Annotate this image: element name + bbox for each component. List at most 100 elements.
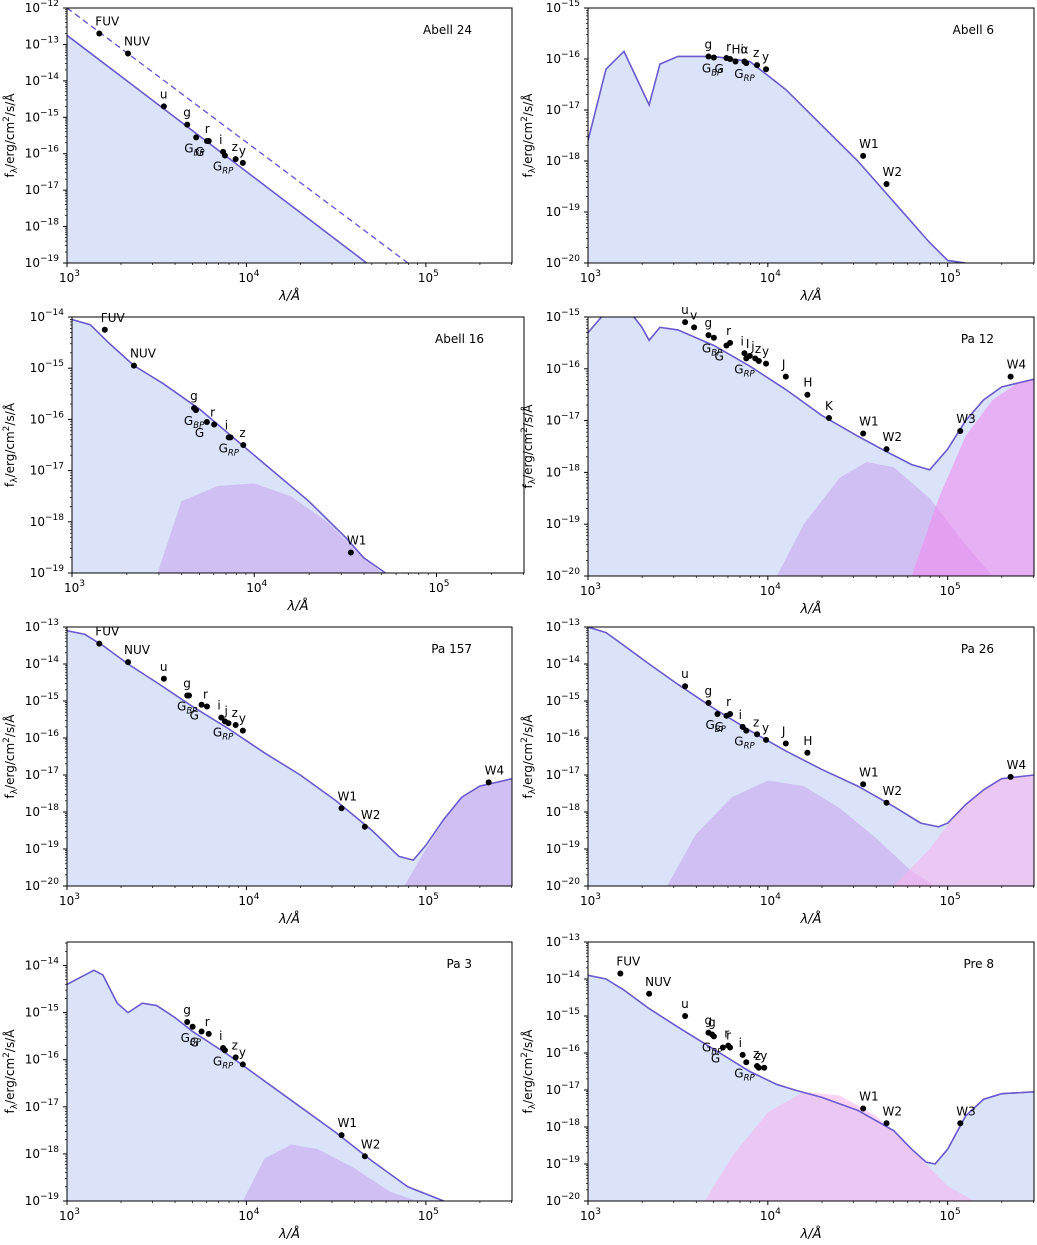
point-label: y [239, 712, 246, 726]
point-label: G [190, 1035, 199, 1049]
point-label: z [232, 706, 238, 720]
model-sed-line [67, 34, 368, 263]
photometry-point [957, 1120, 964, 1127]
point-label: G [714, 720, 723, 734]
photometry-point [239, 159, 246, 166]
point-label: g [704, 316, 712, 330]
photometry-point [743, 727, 750, 734]
y-tick-label: 10−15 [546, 1007, 580, 1023]
point-label: g [704, 37, 712, 51]
y-tick-label: 10−17 [30, 462, 64, 478]
plot-area [67, 629, 512, 886]
photometry-point [227, 434, 234, 441]
point-label: FUV [616, 954, 641, 968]
point-label: G [190, 709, 199, 723]
y-tick-label: 10−16 [25, 729, 60, 745]
y-tick-label: 10−18 [25, 218, 60, 234]
point-label: NUV [130, 347, 157, 361]
x-tick-label: 104 [238, 1207, 259, 1223]
point-label: r [726, 695, 731, 709]
photometry-point [743, 355, 750, 362]
point-label: z [753, 1047, 759, 1061]
photometry-point [719, 1044, 726, 1051]
point-label: NUV [124, 35, 151, 49]
photometry-point [883, 446, 890, 453]
point-label: W1 [338, 789, 358, 803]
photometry-point [754, 731, 761, 738]
photometry-point [186, 692, 193, 699]
photometry-point [198, 1028, 205, 1035]
panel-title: Pa 26 [961, 642, 994, 656]
axes-frame [587, 316, 1035, 577]
photometry-point [727, 710, 734, 717]
plot-area [588, 317, 1034, 576]
y-tick-label: 10−15 [546, 692, 580, 708]
y-tick-label: 10−14 [25, 655, 60, 671]
y-tick-label: 10−19 [546, 515, 581, 531]
photometry-point [221, 152, 228, 159]
axes-frame [66, 7, 513, 264]
point-label: u [681, 667, 689, 681]
point-label: W1 [338, 1116, 358, 1130]
point-label: y [762, 50, 769, 64]
photometry-point [221, 1047, 228, 1054]
photometry-point [883, 1120, 890, 1127]
y-tick-label: 10−13 [25, 35, 59, 51]
photometry-point [860, 152, 867, 159]
point-label: i [225, 418, 228, 432]
photometry-point [184, 121, 191, 128]
y-tick-label: 10−13 [25, 618, 59, 634]
point-label: y [762, 721, 769, 735]
panel-title: Pa 12 [961, 332, 994, 346]
point-label: W2 [361, 808, 381, 822]
sed-panel-pa-3: gGBPGriGRPzyW1W210−1910−1810−1710−1610−1… [2, 941, 513, 1242]
y-tick-label: 10−15 [546, 308, 580, 324]
x-axis-label: λ/Å [287, 598, 309, 614]
point-label: G [195, 145, 204, 159]
point-label: y [239, 1045, 246, 1059]
point-label: W2 [883, 430, 903, 444]
dust-component-area-2 [893, 775, 1034, 886]
photometry-point [240, 442, 247, 448]
photometry-point [743, 60, 750, 67]
point-label: g [183, 1003, 191, 1017]
y-tick-label: 10−13 [546, 618, 580, 634]
point-label: i [739, 708, 742, 722]
photometry-point [682, 1013, 689, 1019]
photometry-point [763, 736, 770, 743]
photometry-point [96, 640, 103, 647]
x-axis-label: λ/Å [278, 288, 300, 304]
x-tick-label: 104 [238, 892, 259, 908]
photometry-point [184, 1019, 191, 1026]
model-sed-line [588, 317, 1034, 471]
x-tick-label: 104 [760, 1207, 781, 1223]
point-label: y [239, 144, 246, 158]
x-tick-label: 105 [418, 269, 439, 285]
point-label: Hα [731, 43, 748, 57]
x-tick-label: 103 [64, 579, 85, 595]
photometry-point [782, 373, 789, 380]
y-tick-label: 10−16 [546, 50, 581, 66]
y-tick-label: 10−16 [546, 360, 581, 376]
point-label: g [704, 1014, 712, 1028]
photometry-point [239, 1061, 246, 1068]
panel-title: Abell 24 [423, 23, 472, 37]
y-tick-label: 10−15 [25, 1004, 59, 1020]
x-tick-label: 103 [580, 1207, 601, 1223]
photometry-point [710, 1033, 717, 1040]
point-label: i [739, 1036, 742, 1050]
point-label: W1 [859, 137, 879, 151]
y-tick-label: 10−19 [30, 564, 65, 580]
axes-frame [587, 626, 1035, 887]
y-tick-label: 10−18 [546, 463, 581, 479]
point-label: NUV [124, 643, 151, 657]
point-label: r [724, 1027, 729, 1041]
photometry-point [782, 740, 789, 747]
photometry-point [763, 360, 770, 367]
x-tick-label: 105 [940, 1207, 961, 1223]
photometry-point [192, 407, 199, 414]
photometry-point [710, 54, 717, 61]
point-label: J [781, 725, 786, 739]
